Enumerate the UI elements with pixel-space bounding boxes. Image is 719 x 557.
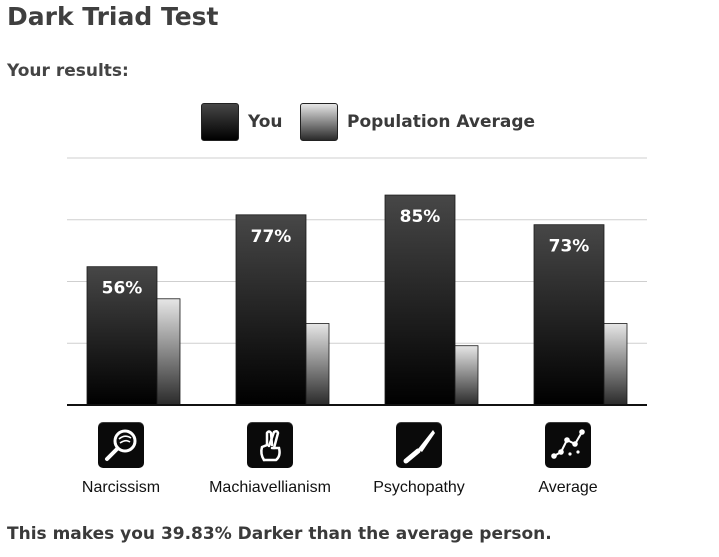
crossed-fingers-icon: [260, 429, 281, 462]
results-heading: Your results:: [7, 61, 129, 81]
bar-you-machiavellianism: [235, 214, 307, 406]
bar-you-narcissism: [86, 266, 158, 406]
bar-population-narcissism: [156, 298, 181, 406]
data-label-psychopathy: 85%: [400, 207, 441, 227]
scatter-plot-icon: [551, 429, 585, 459]
bar-chart: 56% 77% 85% 73%: [67, 157, 647, 406]
narcissism-icon-box: [98, 422, 144, 468]
summary-text: This makes you 39.83% Darker than the av…: [7, 524, 552, 544]
magnifier-icon: [105, 429, 137, 461]
legend-label-you: You: [248, 112, 283, 132]
machiavellianism-icon-box: [247, 422, 293, 468]
chart-legend: You Population Average: [0, 103, 719, 143]
data-label-machiavellianism: 77%: [251, 227, 292, 247]
data-label-narcissism: 56%: [102, 279, 143, 299]
data-label-average: 73%: [549, 237, 590, 257]
category-label-psychopathy: Psychopathy: [373, 479, 465, 496]
average-icon-box: [545, 422, 591, 468]
page-title: Dark Triad Test: [7, 2, 219, 31]
legend-label-population: Population Average: [347, 112, 536, 132]
bar-population-psychopathy: [454, 345, 479, 406]
legend-swatch-you: [201, 103, 239, 141]
category-label-narcissism: Narcissism: [81, 479, 161, 496]
knife-icon: [403, 430, 435, 464]
category-label-average: Average: [538, 479, 598, 496]
legend-swatch-population: [300, 103, 338, 141]
psychopathy-icon-box: [396, 422, 442, 468]
bar-you-psychopathy: [384, 194, 456, 406]
bar-population-average: [603, 323, 628, 406]
bar-population-machiavellianism: [305, 323, 330, 406]
category-label-machiavellianism: Machiavellianism: [209, 479, 331, 496]
